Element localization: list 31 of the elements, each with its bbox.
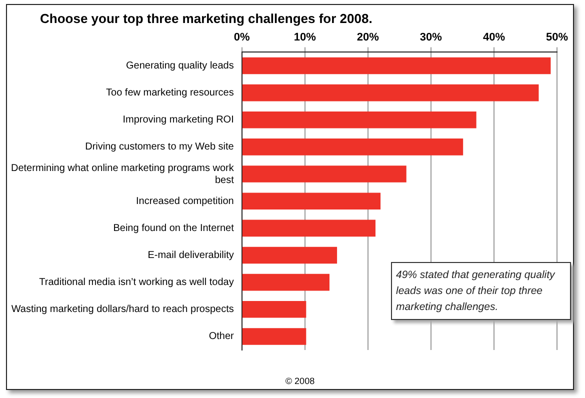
bar <box>242 166 406 182</box>
bar <box>242 301 306 318</box>
x-tick-label: 30% <box>420 32 442 44</box>
y-tick-label: Too few marketing resources <box>106 88 234 99</box>
x-tick-label: 0% <box>234 32 250 44</box>
x-tick-label: 10% <box>294 32 316 44</box>
y-tick-label: Wasting marketing dollars/hard to reach prospects <box>11 304 234 316</box>
y-tick-label: Increased competition <box>136 196 234 207</box>
bar <box>242 246 338 264</box>
y-tick-label: E-mail deliverability <box>148 250 234 261</box>
x-tick-label: 50% <box>546 32 568 44</box>
bar <box>242 138 464 156</box>
y-tick-label: Determining what online marketing programs work best <box>10 162 235 186</box>
bar <box>242 57 551 74</box>
annotation: 49% stated that generating quality leads was one of their top three marketing challenges. <box>391 262 571 320</box>
bar <box>242 274 330 291</box>
bar <box>242 328 306 345</box>
bar <box>242 220 376 237</box>
x-tick-label: 20% <box>356 32 380 44</box>
bar <box>242 192 381 210</box>
y-tick-label: Improving marketing ROI <box>122 114 234 126</box>
bar <box>242 111 476 128</box>
y-tick-label: Being found on the Internet <box>113 222 234 234</box>
text: © 2008 <box>284 376 316 386</box>
y-tick-label: Generating quality leads <box>126 60 234 72</box>
y-tick-label: Traditional media isn’t working as well today <box>39 277 234 288</box>
chart-title: Choose your top three marketing challenges for 2008. <box>40 11 372 26</box>
bar <box>242 84 539 102</box>
y-tick-label: Driving customers to my Web site <box>85 142 234 153</box>
y-tick-label: Other <box>208 331 235 342</box>
x-tick-label: 40% <box>482 32 506 44</box>
